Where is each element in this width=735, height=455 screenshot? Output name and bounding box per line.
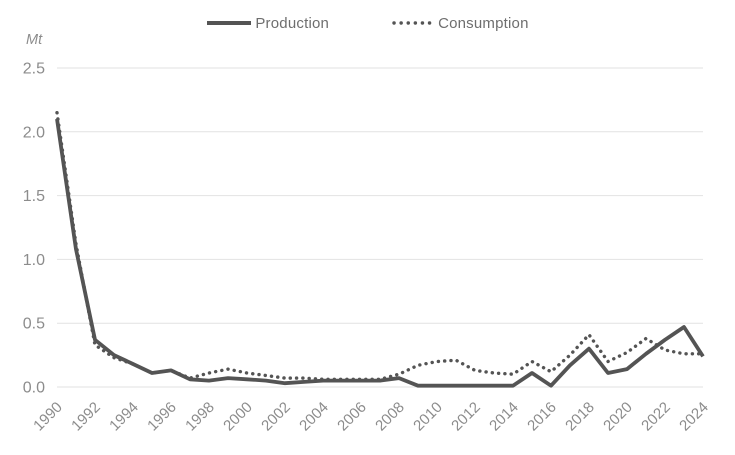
x-tick-label: 2016 [524,399,560,435]
x-tick-label: 1990 [30,399,66,435]
legend-label-production: Production [255,14,330,32]
x-tick-label: 2012 [448,399,484,435]
y-axis-unit-label: Mt [26,32,43,48]
y-tick-label: 1.0 [23,252,45,269]
x-tick-label: 2020 [600,399,636,435]
y-tick-label: 0.5 [23,316,45,333]
x-tick-label: 1996 [144,399,180,435]
y-tick-label: 2.5 [23,61,45,78]
x-tick-label: 2002 [258,399,294,435]
x-tick-label: 2004 [296,399,332,435]
y-tick-label: 2.0 [23,124,45,141]
x-tick-label: 2024 [676,399,712,435]
legend-item-production[interactable]: Production [206,15,329,32]
chart-legend: Production Consumption [0,10,735,36]
x-tick-label: 2000 [220,399,256,435]
production-series-line[interactable] [55,118,705,388]
x-tick-label: 2018 [562,399,598,435]
x-tick-label: 2010 [410,399,446,435]
x-tick-label: 2006 [334,399,370,435]
solid-line-icon [207,21,252,25]
x-tick-label: 2014 [486,399,522,435]
legend-item-consumption[interactable]: Consumption [391,15,529,32]
legend-label-consumption: Consumption [438,14,529,32]
y-tick-label: 0.0 [23,380,45,397]
dotted-line-icon [392,21,435,25]
x-tick-label: 2008 [372,399,408,435]
consumption-series-line[interactable] [55,111,705,381]
x-tick-label: 1992 [68,399,104,435]
x-tick-label: 2022 [638,399,674,435]
y-tick-label: 1.5 [23,188,45,205]
x-tick-label: 1998 [182,399,218,435]
x-tick-label: 1994 [106,399,142,435]
